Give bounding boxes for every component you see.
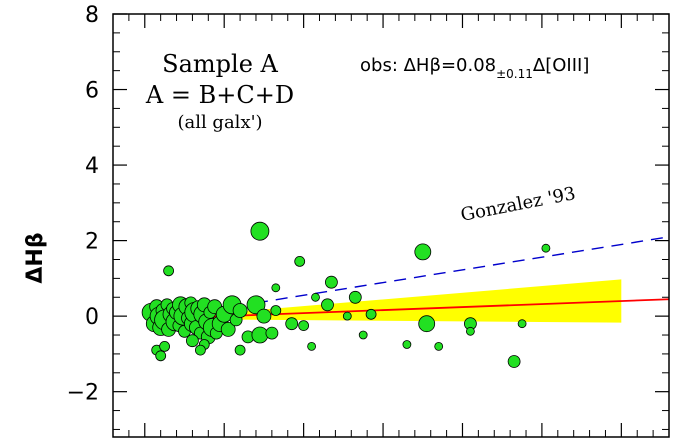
sample-formula: A = B+C+D (145, 81, 294, 109)
data-point (285, 317, 299, 331)
data-point (271, 283, 281, 293)
data-point (298, 320, 310, 332)
y-tick-label: 2 (85, 230, 99, 255)
data-point (270, 305, 282, 316)
obs-relation: obs: ΔHβ=0.08±0.11Δ[OIII] (360, 55, 589, 81)
y-tick-label: 0 (85, 305, 99, 330)
y-axis-label: ΔHβ (23, 232, 48, 283)
data-points-layer (141, 221, 551, 368)
y-tick-label: 4 (85, 154, 99, 179)
data-point (434, 341, 444, 351)
y-tick-label: −2 (67, 381, 99, 406)
data-point (232, 303, 248, 318)
y-tick-label: 8 (85, 3, 99, 28)
data-point (265, 326, 279, 340)
data-point (517, 319, 527, 329)
data-point (402, 340, 412, 349)
data-point (414, 243, 432, 261)
data-point (194, 344, 206, 356)
data-point (155, 350, 167, 362)
data-point (342, 311, 352, 321)
obs-suffix: Δ[OIII] (533, 55, 589, 76)
data-point (465, 326, 475, 336)
data-point (365, 308, 377, 320)
data-point (307, 341, 317, 351)
axes-layer: −2 0 2 4 6 8 (67, 3, 670, 438)
data-point (321, 298, 334, 312)
data-point (418, 315, 436, 333)
data-point (294, 255, 306, 267)
sample-title: Sample A (162, 50, 278, 78)
obs-prefix: obs: ΔHβ=0.08 (360, 55, 496, 76)
data-point (159, 340, 171, 352)
data-point (541, 243, 551, 253)
y-tick-label: 6 (85, 79, 99, 104)
data-point (185, 334, 199, 348)
data-point (246, 295, 266, 315)
data-point (250, 221, 270, 241)
obs-uncertainty: ±0.11 (496, 67, 533, 81)
data-point (251, 326, 269, 344)
data-point (507, 355, 521, 368)
plot-frame (112, 13, 670, 438)
data-point (163, 265, 175, 277)
sample-note: (all galx') (177, 112, 262, 133)
gonzalez-reference-line (255, 236, 669, 304)
data-point (324, 275, 338, 289)
data-point (234, 344, 246, 356)
data-point (348, 290, 362, 304)
data-point (220, 321, 236, 337)
data-point (311, 292, 320, 302)
data-point (358, 330, 368, 340)
data-point (256, 308, 272, 324)
reference-label: Gonzalez '93 (459, 183, 577, 226)
